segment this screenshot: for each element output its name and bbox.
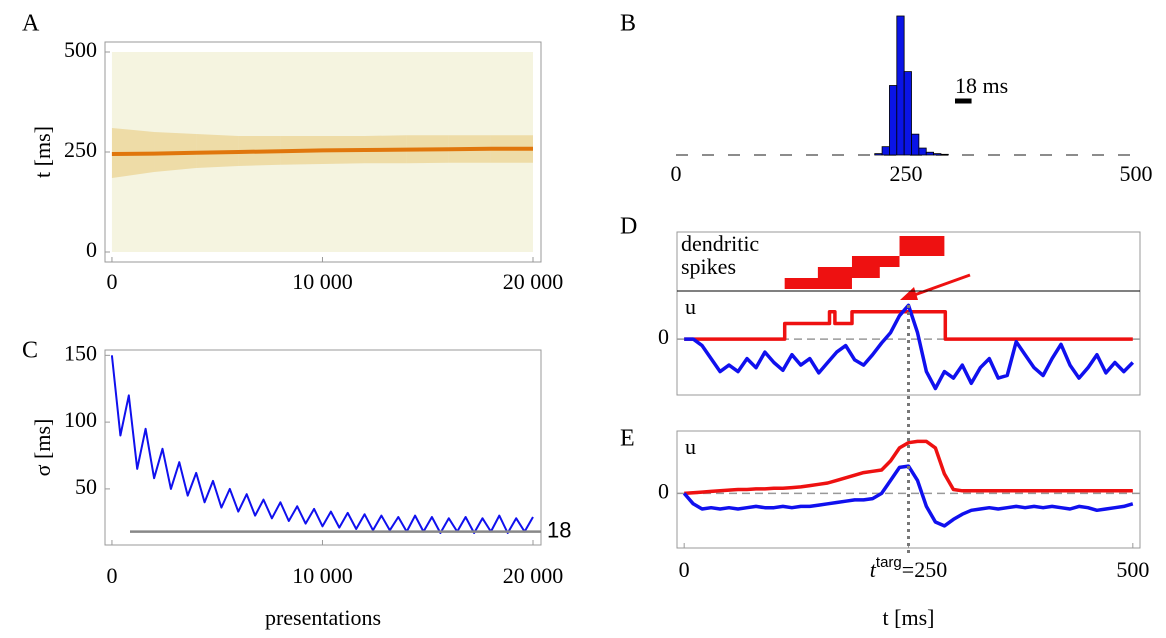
x-tick-label: 0 <box>106 269 117 294</box>
trace-line <box>110 355 534 534</box>
y-label: t [ms] <box>30 126 55 178</box>
x-tick-label: 20 000 <box>503 269 564 294</box>
reference-label: 18 <box>547 517 571 542</box>
scale-bar-label: 18 ms <box>955 73 1008 98</box>
spikes-label: spikes <box>681 254 736 279</box>
plot-frame <box>104 349 542 546</box>
dendritic-spike <box>899 236 945 256</box>
dendritic-spike <box>817 267 880 278</box>
panel-letter: C <box>22 338 38 364</box>
panel-letter: B <box>620 11 636 37</box>
y-label: u <box>685 294 696 319</box>
y-label: σ [ms] <box>30 419 55 477</box>
x-tick-label-suffix: =250 <box>902 557 947 582</box>
histogram-bar <box>940 153 949 156</box>
y-tick-label: 0 <box>86 237 97 262</box>
x-tick-label: 500 <box>1120 161 1153 186</box>
y-tick-label: 150 <box>64 340 97 365</box>
histogram-bar <box>896 15 905 156</box>
arrow-head <box>900 287 918 300</box>
histogram-bar <box>918 147 927 156</box>
x-tick-label: 20 000 <box>503 563 564 588</box>
x-tick-label-main: t <box>870 557 877 582</box>
x-tick-label: ttarg=250 <box>870 554 947 582</box>
histogram-bar <box>889 85 898 156</box>
x-tick-label: 10 000 <box>292 563 353 588</box>
trace-line <box>684 310 1133 341</box>
dendritic-spike <box>784 278 852 289</box>
plot-frame <box>676 231 1141 396</box>
y-tick-label: 500 <box>64 37 97 62</box>
histogram-bar <box>933 153 942 156</box>
y-tick-label: 50 <box>75 474 97 499</box>
x-tick-label: 500 <box>1116 557 1149 582</box>
y-tick-label: 250 <box>64 137 97 162</box>
x-tick-label: 0 <box>106 563 117 588</box>
histogram-bar <box>881 146 890 156</box>
arrow-shaft <box>905 273 971 300</box>
histogram-bar <box>874 153 883 156</box>
y-label: u <box>685 434 696 459</box>
y-tick-label: 0 <box>658 324 669 349</box>
panel-letter: D <box>620 214 637 240</box>
x-tick-label: 10 000 <box>292 269 353 294</box>
x-label: t [ms] <box>883 605 935 630</box>
trace-line <box>684 439 1133 496</box>
dendritic-spike <box>851 256 900 267</box>
panel-letter: E <box>620 426 635 452</box>
histogram-bar <box>925 151 934 156</box>
x-tick-label: 250 <box>890 161 923 186</box>
y-tick-label: 0 <box>658 478 669 503</box>
panel-letter: A <box>22 11 40 37</box>
trace-line <box>111 146 533 156</box>
x-tick-label: 0 <box>679 557 690 582</box>
spikes-label: dendritic <box>681 231 759 256</box>
histogram-bar <box>903 71 912 156</box>
x-tick-label-sup: targ <box>876 554 902 571</box>
x-label: presentations <box>265 605 381 630</box>
x-tick-label: 0 <box>671 161 682 186</box>
y-tick-label: 100 <box>64 407 97 432</box>
histogram-bar <box>911 133 920 156</box>
